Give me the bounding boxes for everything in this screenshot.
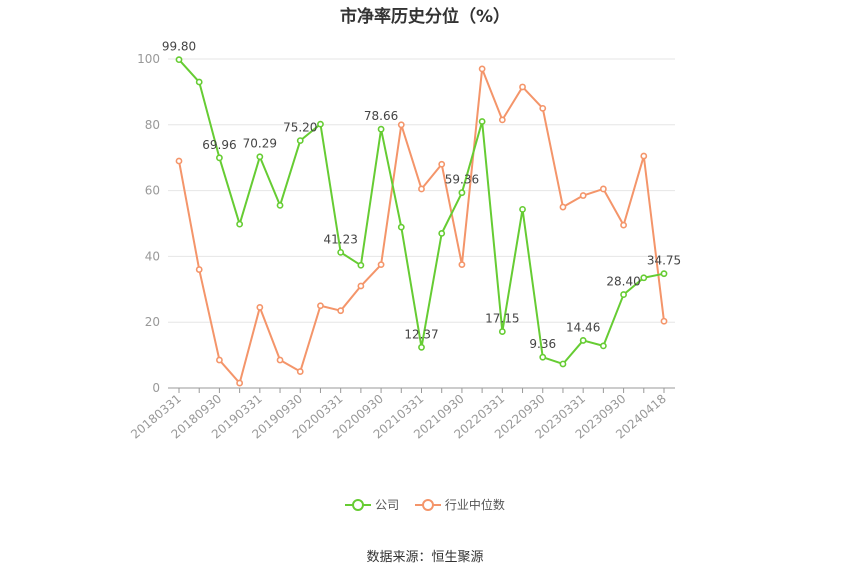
company-point	[397, 223, 405, 231]
industry-median-point	[640, 152, 648, 160]
industry-median-point	[337, 307, 345, 315]
data-label: 70.29	[243, 137, 277, 151]
series-group	[175, 56, 668, 387]
y-tick-label: 40	[145, 249, 160, 263]
company-point	[296, 137, 304, 144]
company-point	[216, 154, 223, 162]
company-point	[640, 274, 648, 282]
industry-median-point	[276, 356, 284, 364]
industry-median-point	[296, 368, 304, 375]
industry-median-point	[256, 303, 264, 311]
industry-median-point	[519, 83, 526, 91]
y-axis: 0 20 40 60 80 100	[137, 52, 160, 395]
y-tick-label: 20	[145, 315, 160, 329]
company-point	[195, 78, 203, 86]
industry-median-point	[317, 302, 324, 310]
company-series-line	[178, 58, 665, 365]
industry-median-point	[175, 157, 183, 165]
data-label: 78.66	[364, 109, 398, 123]
data-label: 14.46	[566, 320, 600, 334]
industry-median-point	[539, 104, 547, 112]
company-point	[175, 56, 183, 64]
industry-median-point	[357, 282, 365, 290]
chart-title: 市净率历史分位（%）	[339, 7, 511, 27]
data-label: 17.15	[485, 312, 519, 326]
company-point	[458, 189, 466, 197]
data-label: 9.36	[529, 337, 556, 351]
company-point	[418, 343, 425, 351]
legend-item-company[interactable]: 公司	[345, 496, 399, 513]
industry-median-point	[438, 160, 446, 168]
legend-company-label: 公司	[375, 498, 400, 512]
industry-median-point	[195, 266, 203, 273]
data-label: 75.20	[283, 121, 317, 135]
legend-industry-label: 行业中位数	[444, 498, 505, 512]
industry-median-point	[559, 203, 567, 211]
company-point	[256, 153, 264, 161]
company-point	[498, 328, 506, 335]
industry-median-point	[397, 121, 405, 129]
industry-median-point	[579, 192, 587, 199]
industry-median-point	[620, 221, 627, 229]
company-point	[539, 353, 547, 361]
company-point	[377, 125, 385, 133]
company-point	[276, 202, 284, 209]
data-labels: 99.80 69.96 70.29 75.20 41.23 78.66 12.37 59.36…	[162, 40, 681, 352]
data-source: 数据来源：恒生聚源	[366, 550, 484, 565]
company-point	[519, 205, 526, 213]
industry-median-point	[599, 185, 607, 193]
company-point	[337, 248, 345, 256]
data-label: 28.40	[606, 275, 640, 289]
y-tick-label: 80	[145, 118, 160, 132]
data-label: 41.23	[323, 232, 357, 246]
company-point	[438, 229, 446, 237]
y-tick-label: 100	[137, 52, 160, 66]
industry-median-point	[660, 317, 668, 325]
legend-company-swatch	[345, 498, 372, 511]
company-point	[317, 120, 324, 128]
industry-median-point	[418, 185, 425, 193]
y-tick-label: 60	[145, 184, 160, 198]
company-point	[478, 118, 486, 125]
legend-industry-swatch	[414, 498, 441, 511]
industry-median-point	[236, 379, 244, 387]
company-point	[236, 220, 244, 228]
y-tick-label: 0	[152, 381, 160, 395]
company-point	[559, 360, 567, 368]
legend: 公司 行业中位数	[0, 496, 850, 514]
data-label: 59.36	[445, 173, 479, 187]
industry-median-point	[216, 356, 223, 364]
data-label: 34.75	[647, 254, 681, 268]
industry-median-point	[478, 65, 486, 73]
company-point	[620, 291, 627, 298]
company-point	[599, 342, 607, 350]
company-point	[579, 337, 587, 344]
line-chart: 0 20 40 60 80 100 201803312018093020190331201…	[128, 40, 681, 442]
industry-median-point	[498, 116, 506, 124]
industry-median-point	[458, 261, 466, 269]
data-label: 99.80	[162, 40, 196, 54]
company-point	[357, 261, 365, 269]
company-point	[660, 270, 668, 278]
data-label: 69.96	[202, 138, 236, 152]
industry-median-point	[377, 261, 385, 269]
legend-item-industry-median[interactable]: 行业中位数	[414, 496, 505, 513]
x-axis: 2018033120180930201903312019093020200331…	[128, 387, 675, 442]
data-label: 12.37	[404, 327, 438, 341]
